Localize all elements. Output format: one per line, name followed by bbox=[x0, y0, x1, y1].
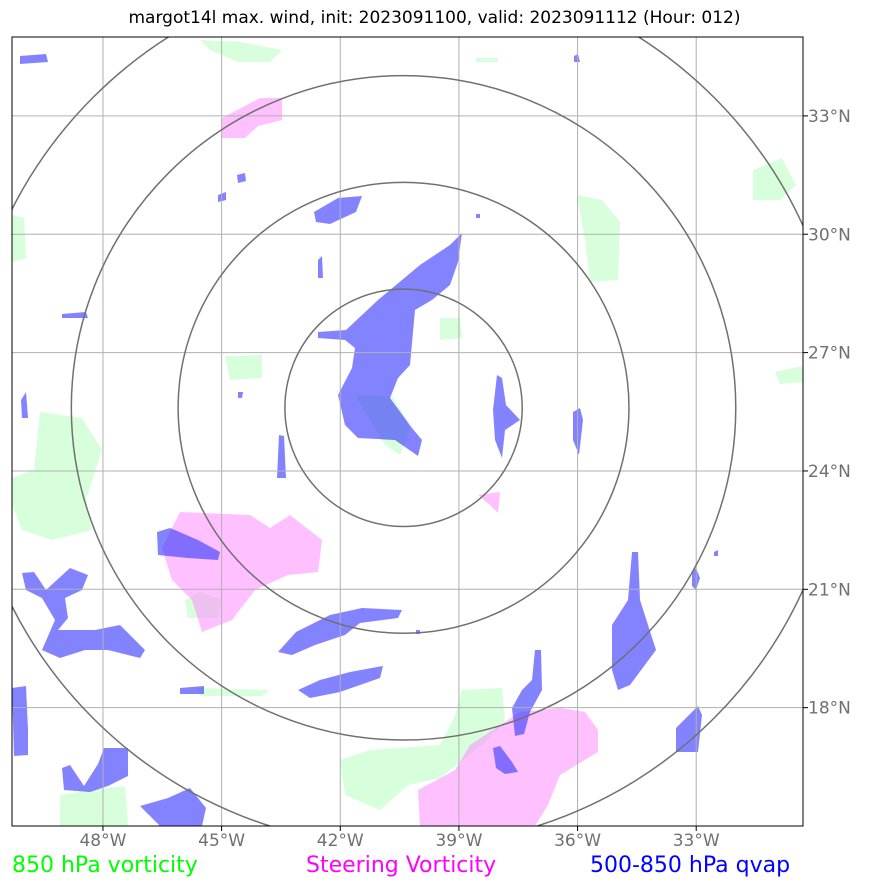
vorticity-850-area bbox=[198, 688, 270, 696]
steering-vorticity-area bbox=[162, 512, 322, 632]
lon-tick-label: 45°W bbox=[198, 831, 245, 851]
lat-tick-label: 30°N bbox=[808, 225, 851, 245]
qvap-area bbox=[612, 552, 656, 690]
qvap-area bbox=[22, 568, 145, 658]
lat-tick-label: 27°N bbox=[808, 344, 851, 364]
vorticity-850-area bbox=[12, 215, 26, 262]
lat-tick-label: 21°N bbox=[808, 580, 851, 600]
vorticity-850-area bbox=[577, 195, 620, 282]
vorticity-850-area bbox=[775, 366, 803, 384]
lon-tick-label: 42°W bbox=[317, 831, 364, 851]
longitude-tick-labels: 48°W 45°W 42°W 39°W 36°W 33°W bbox=[79, 826, 720, 851]
qvap-area bbox=[157, 528, 220, 560]
vorticity-850-area bbox=[200, 40, 282, 62]
qvap-area bbox=[238, 392, 243, 398]
vorticity-850-area bbox=[225, 355, 262, 380]
qvap-layer bbox=[12, 54, 718, 826]
qvap-area bbox=[476, 214, 480, 218]
lon-tick-label: 36°W bbox=[554, 831, 601, 851]
qvap-area bbox=[21, 392, 28, 418]
legend-qvap: 500-850 hPa qvap bbox=[590, 853, 791, 878]
vorticity-850-area bbox=[12, 412, 102, 540]
qvap-area bbox=[318, 233, 462, 456]
legend-steering-vorticity: Steering Vorticity bbox=[306, 853, 497, 878]
qvap-area bbox=[12, 686, 28, 756]
vorticity-850-area bbox=[476, 58, 498, 62]
qvap-area bbox=[512, 650, 542, 736]
qvap-area bbox=[714, 550, 718, 556]
lat-tick-label: 24°N bbox=[808, 462, 851, 482]
map-title: margot14l max. wind, init: 2023091100, v… bbox=[128, 8, 741, 28]
qvap-area bbox=[140, 788, 206, 826]
lon-tick-label: 39°W bbox=[435, 831, 482, 851]
qvap-area bbox=[493, 746, 518, 774]
range-ring bbox=[177, 181, 630, 635]
vorticity-850-area bbox=[60, 786, 128, 826]
qvap-area bbox=[318, 256, 323, 278]
lon-tick-label: 33°W bbox=[673, 831, 720, 851]
lat-tick-label: 18°N bbox=[808, 699, 851, 719]
vorticity-850-area bbox=[340, 688, 505, 810]
range-ring bbox=[70, 74, 737, 741]
range-rings bbox=[12, 37, 803, 826]
steering-vorticity-area bbox=[478, 492, 500, 513]
lat-tick-label: 33°N bbox=[808, 107, 851, 127]
vorticity-850-area bbox=[440, 318, 462, 340]
latitude-tick-labels: 18°N 21°N 24°N 27°N 30°N 33°N bbox=[803, 107, 851, 719]
qvap-area bbox=[314, 196, 362, 224]
qvap-area bbox=[237, 173, 246, 183]
qvap-area bbox=[180, 686, 204, 694]
range-ring bbox=[284, 288, 523, 528]
map-frame bbox=[11, 36, 804, 827]
map-fields bbox=[12, 40, 803, 826]
qvap-area bbox=[62, 312, 88, 318]
qvap-area bbox=[62, 748, 128, 792]
lon-tick-label: 48°W bbox=[79, 831, 126, 851]
qvap-area bbox=[574, 54, 580, 62]
legend-850-vorticity: 850 hPa vorticity bbox=[12, 853, 198, 878]
qvap-area bbox=[493, 375, 520, 458]
graticule bbox=[12, 37, 803, 826]
qvap-area bbox=[277, 435, 286, 478]
qvap-area bbox=[20, 54, 48, 64]
steering-vorticity-area bbox=[222, 98, 282, 138]
qvap-area bbox=[676, 706, 702, 752]
